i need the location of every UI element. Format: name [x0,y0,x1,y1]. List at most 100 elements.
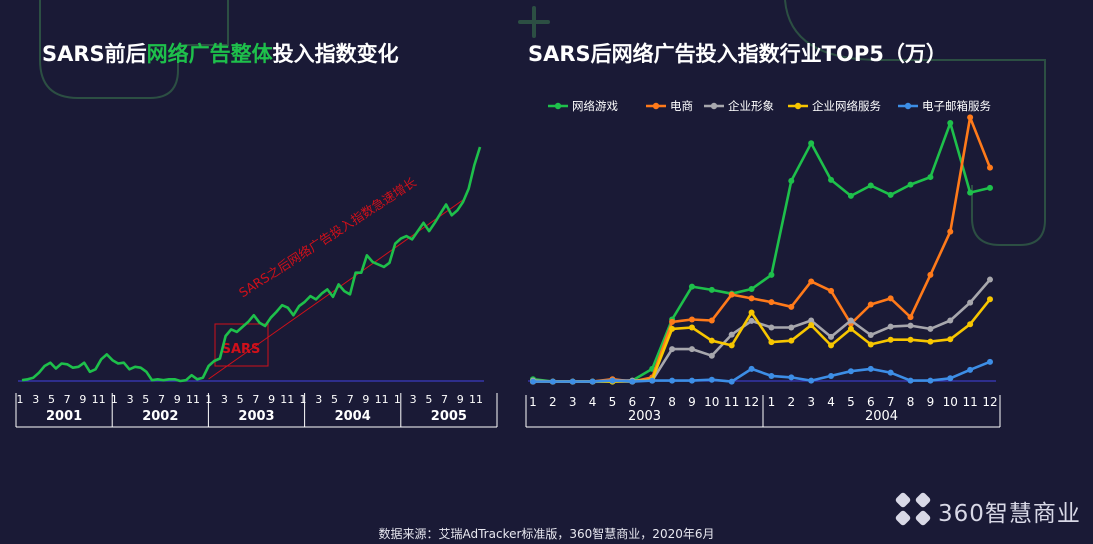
x-tick-label: 7 [887,395,895,409]
data-point [788,374,795,381]
x-tick-label: 7 [64,393,71,406]
data-point [808,278,815,285]
series-line [532,121,991,383]
x-tick-label: 1 [768,395,776,409]
x-tick-label: 1 [529,395,537,409]
data-point [887,336,894,343]
data-point [887,191,894,198]
data-point [867,332,874,339]
overall-index-line [21,146,482,383]
x-tick-label: 3 [315,393,322,406]
x-tick-label: 7 [648,395,656,409]
data-point [987,296,993,303]
sars-highlight-box [214,323,269,367]
data-point [907,181,914,188]
data-point [967,299,974,306]
x-tick-label: 3 [127,393,134,406]
x-tick-label: 1 [111,393,118,406]
data-point [987,358,993,365]
x-tick-label: 5 [237,393,244,406]
data-point [688,377,695,384]
data-point [629,378,636,385]
legend-marker [652,102,660,110]
data-point [728,342,735,349]
data-point [867,341,874,348]
data-point [847,325,854,332]
data-source-note: 数据来源：艾瑞AdTracker标准版，360智慧商业，2020年6月 [378,527,715,541]
x-tick-label: 3 [32,393,39,406]
data-point [947,119,954,126]
series-line [533,298,992,383]
data-point [728,331,735,338]
x-tick-label: 1 [17,393,24,406]
data-point [967,366,974,373]
data-point [688,316,695,323]
data-point [808,140,815,147]
x-tick-label: 6 [629,395,637,409]
x-tick-label: 9 [362,393,369,406]
x-tick-label: 5 [48,393,55,406]
data-point [828,333,835,340]
data-point [887,295,894,302]
data-point [708,317,715,324]
data-point [927,174,934,181]
x-tick-label: 11 [280,393,294,406]
data-point [828,287,835,294]
data-point [530,378,536,385]
x-tick-label: 11 [724,395,739,409]
data-point [688,324,695,331]
data-point [947,228,954,235]
data-point [748,285,755,292]
data-point [708,286,715,293]
data-point [788,337,795,344]
legend-label: 企业网络服务 [812,99,881,113]
left-chart-title: SARS前后网络广告整体投入指数变化 [42,38,399,68]
right-chart-title: SARS后网络广告投入指数行业TOP5（万） [528,42,947,66]
trend-annotation: SARS之后网络广告投入指数急速增长 [236,174,419,300]
data-point [788,324,795,331]
data-point [708,352,715,359]
data-point [669,377,676,384]
year-label: 2004 [865,409,898,424]
data-point [867,182,874,189]
data-point [649,377,656,384]
x-tick-label: 8 [668,395,676,409]
x-tick-label: 11 [375,393,389,406]
legend-marker [794,102,802,110]
data-point [768,271,775,278]
left-title-part1: SARS前后 [42,42,147,66]
x-tick-label: 1 [394,393,401,406]
year-label: 2003 [238,409,274,424]
data-point [669,318,676,325]
x-tick-label: 11 [92,393,106,406]
data-point [847,368,854,375]
data-point [967,321,974,328]
x-tick-label: 1 [300,393,307,406]
x-tick-label: 9 [174,393,181,406]
x-tick-label: 3 [807,395,815,409]
data-point [967,114,974,121]
data-point [808,377,815,384]
data-point [887,369,894,376]
x-tick-label: 7 [252,393,259,406]
data-point [808,322,815,329]
x-tick-label: 9 [457,393,464,406]
x-tick-label: 9 [268,393,275,406]
data-point [748,309,755,316]
data-point [828,342,835,349]
data-point [768,324,775,331]
data-point [828,176,835,183]
legend-marker [904,102,912,110]
data-point [967,189,974,196]
data-point [768,339,775,346]
x-tick-label: 9 [688,395,696,409]
data-point [907,377,914,384]
x-tick-label: 3 [221,393,228,406]
brand-logo: 360智慧商业 [894,490,1093,530]
data-point [887,323,894,330]
legend-marker [710,102,718,110]
data-point [609,377,616,384]
deco-outline-right [784,0,1046,246]
x-tick-label: 5 [425,393,432,406]
